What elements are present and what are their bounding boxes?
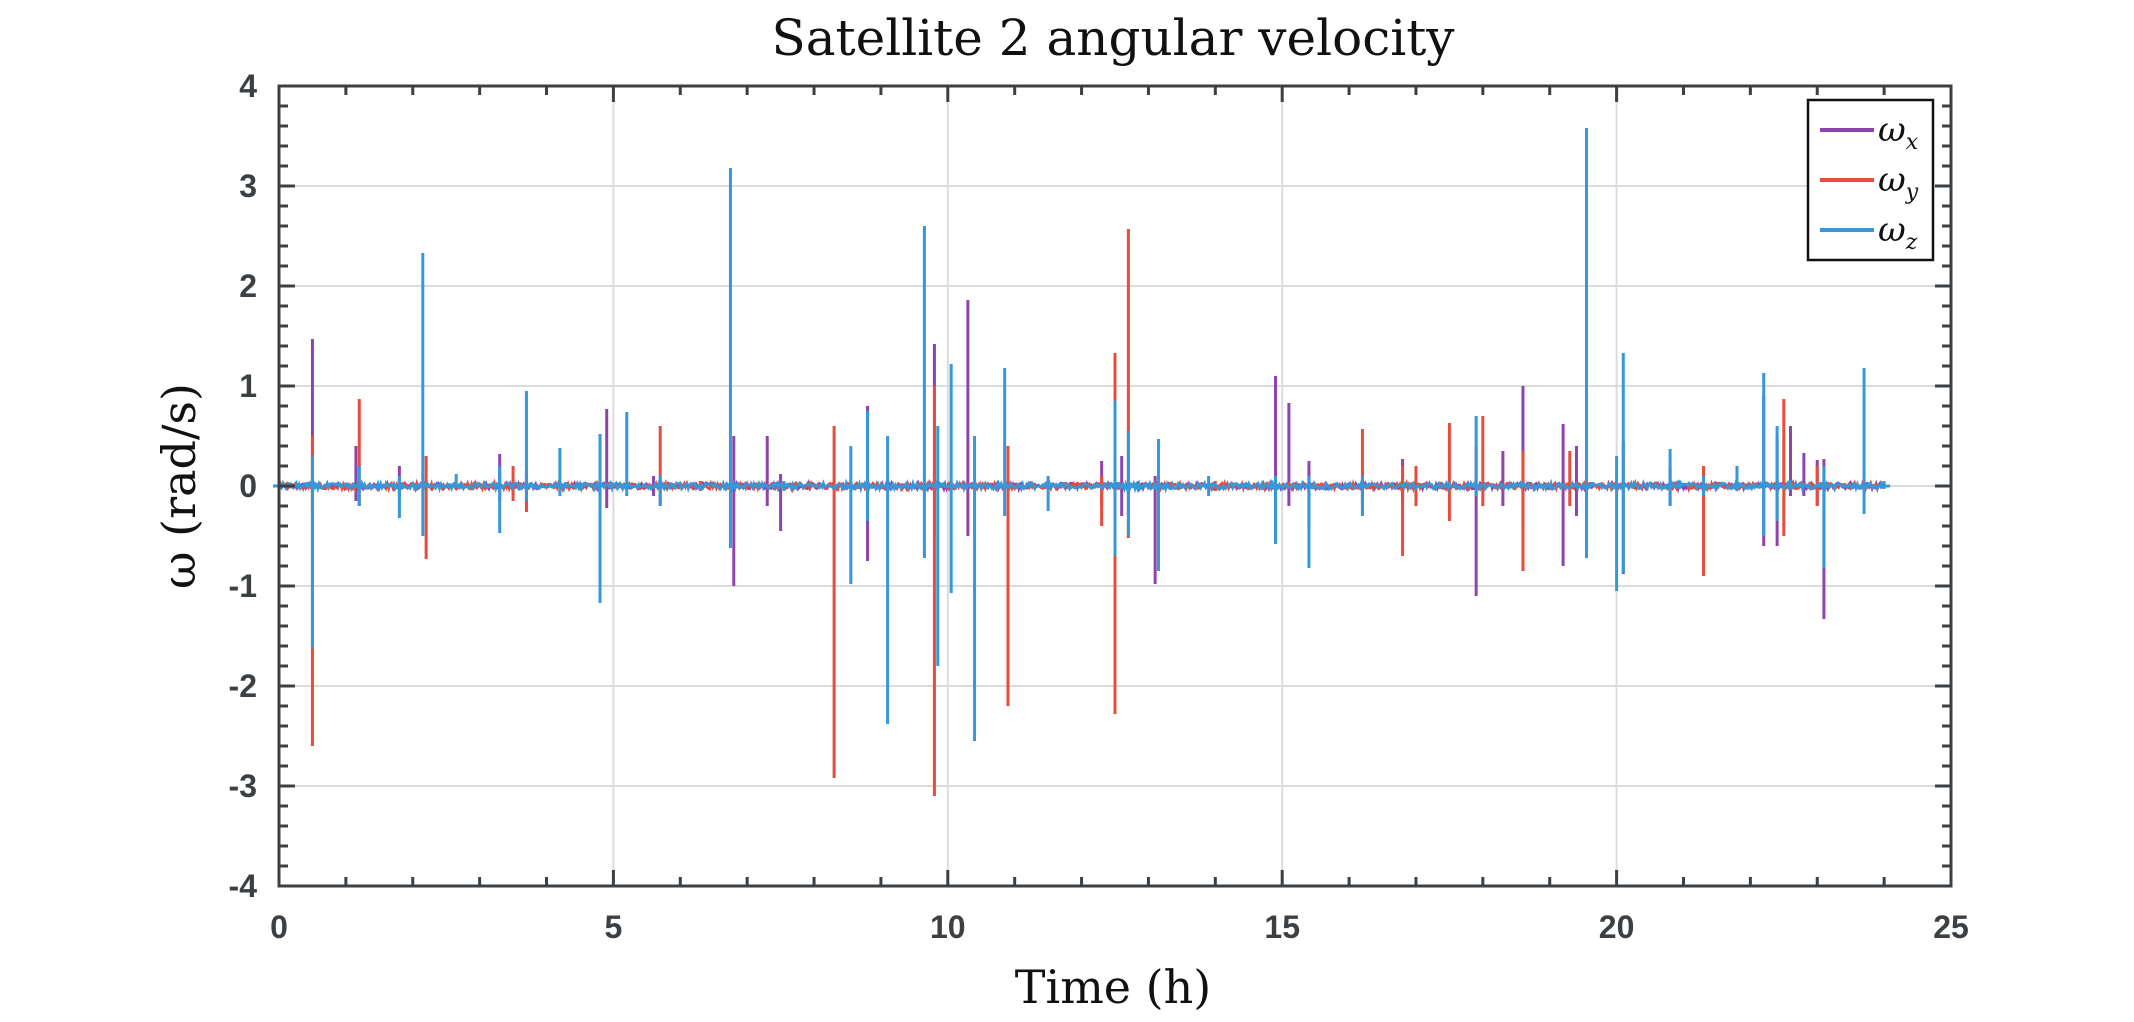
x-tick-label: 0: [270, 909, 288, 945]
y-tick-label: -4: [229, 868, 258, 904]
legend: ωx ωy ωz: [1806, 98, 1935, 262]
y-tick-label: 2: [239, 268, 257, 304]
axes: 0 5 10 15 20 25 -4 -3 -2 -1 0 1 2 3 4: [229, 68, 1969, 945]
y-tick-label: -2: [229, 668, 257, 704]
legend-label: ωy: [1878, 160, 1919, 205]
y-tick-label: -1: [229, 568, 257, 604]
x-tick-label: 5: [605, 909, 623, 945]
x-tick-label: 15: [1264, 909, 1300, 945]
y-tick-label: 0: [239, 468, 257, 504]
x-tick-label: 25: [1933, 909, 1969, 945]
x-axis-title: Time (h): [1015, 960, 1211, 1014]
chart-title: Satellite 2 angular velocity: [771, 9, 1455, 67]
legend-label: ωx: [1878, 110, 1919, 155]
x-tick-label: 10: [930, 909, 966, 945]
plot-area: [273, 128, 1891, 796]
y-tick-label: 4: [239, 68, 257, 104]
legend-label: ωz: [1878, 210, 1918, 255]
series-3: [273, 128, 1891, 741]
x-tick-label: 20: [1599, 909, 1635, 945]
y-tick-label: 3: [239, 168, 257, 204]
y-axis-title: ω (rad/s): [152, 383, 206, 589]
y-tick-label: 1: [239, 368, 257, 404]
y-tick-label: -3: [229, 768, 257, 804]
